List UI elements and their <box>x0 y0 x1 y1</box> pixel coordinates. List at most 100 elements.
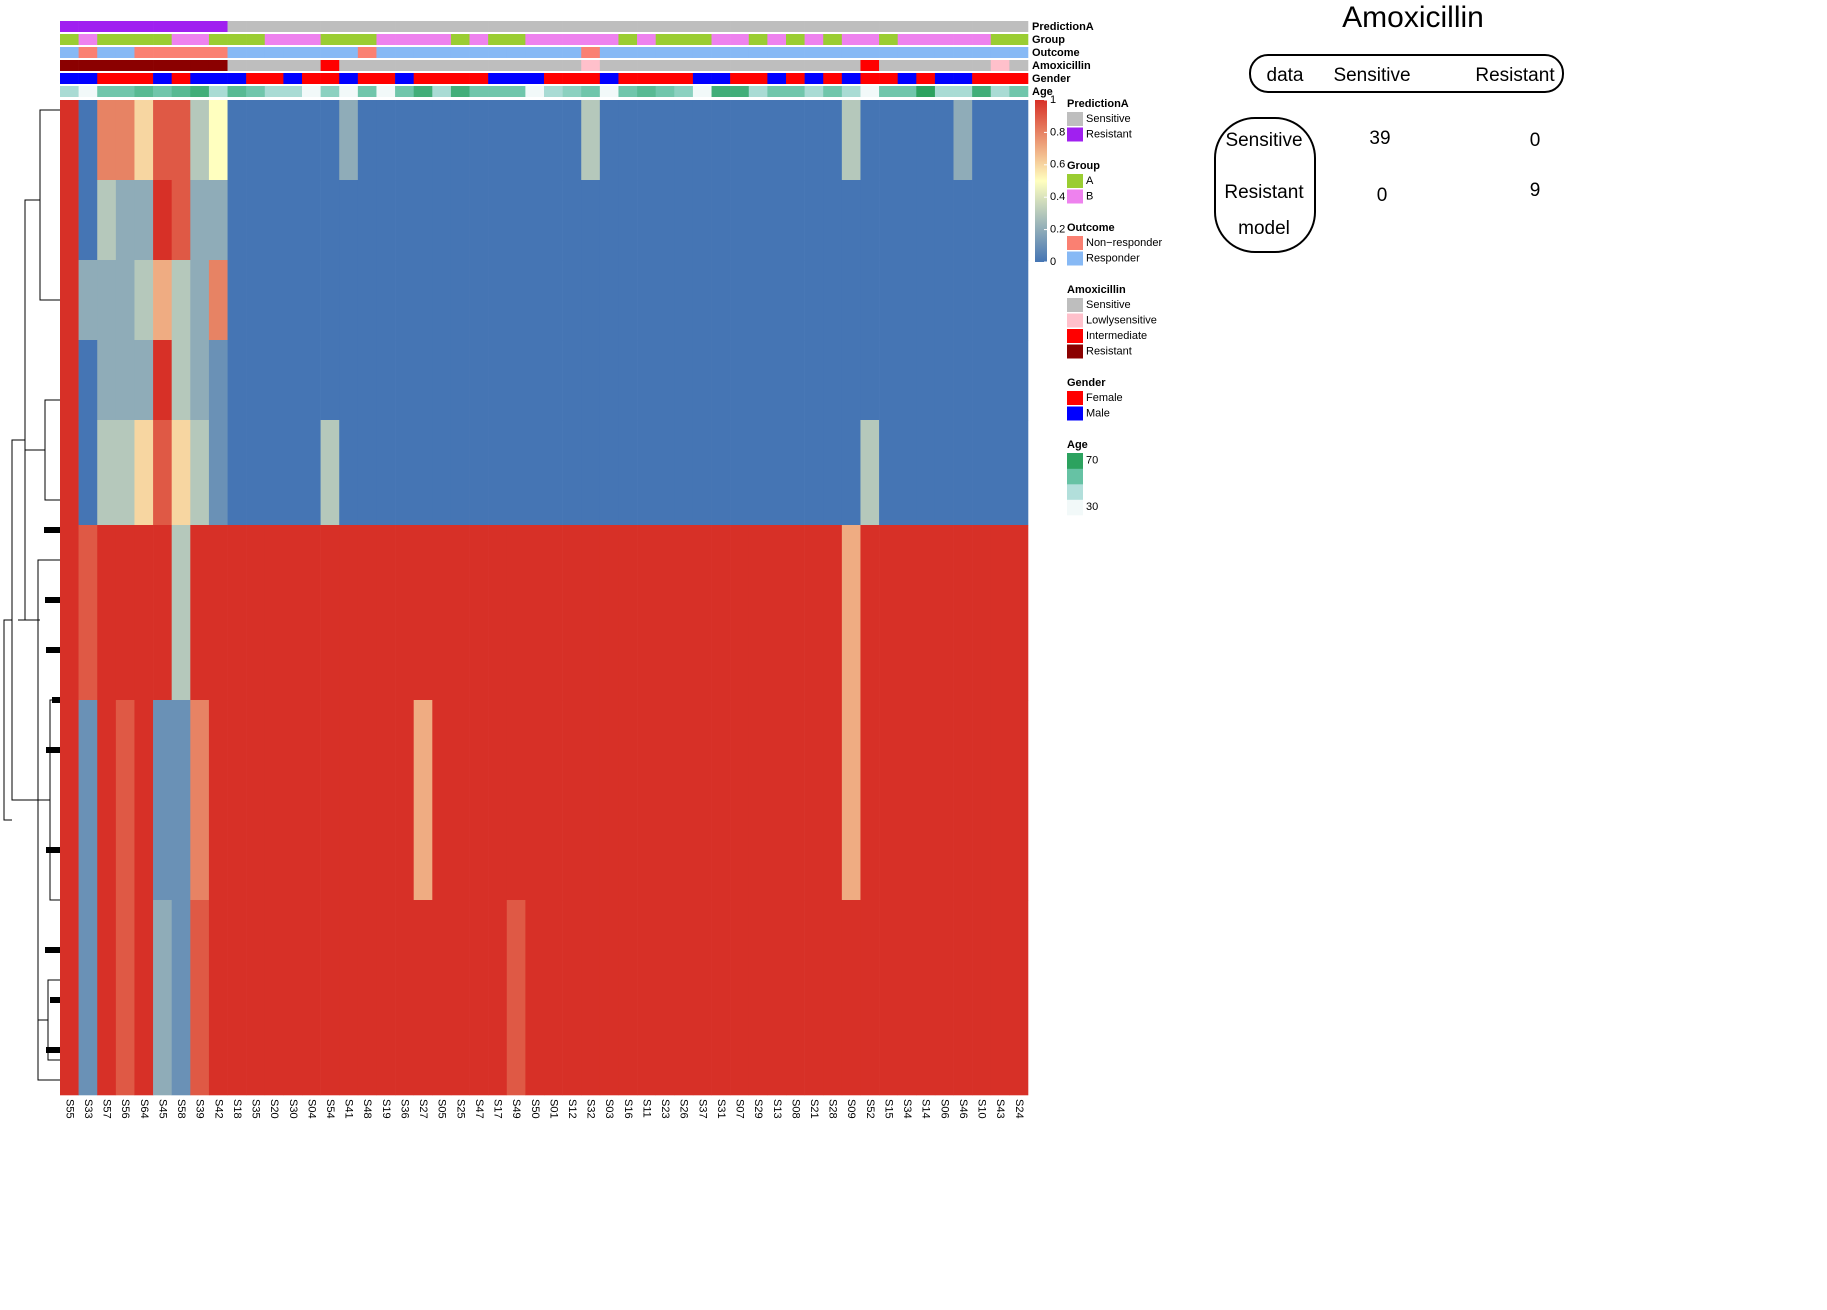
heat-cell <box>246 525 266 701</box>
heat-cell <box>581 100 601 181</box>
legend-title: Group <box>1067 160 1100 172</box>
track-cell <box>990 34 1010 45</box>
track-cell <box>190 86 210 97</box>
track-cell <box>599 21 619 32</box>
track-label: Group <box>1032 34 1065 46</box>
track-cell <box>525 34 545 45</box>
heat-cell <box>227 700 247 901</box>
track-cell <box>339 34 359 45</box>
heat-cell <box>767 340 787 421</box>
heat-cell <box>879 260 898 341</box>
heat-cell <box>190 100 210 181</box>
heat-cell <box>190 700 210 901</box>
track-cell <box>320 73 340 84</box>
legend-swatch <box>1067 112 1083 126</box>
heat-cell <box>97 100 117 181</box>
sample-label: S19 <box>380 1099 392 1119</box>
heat-cell <box>544 700 563 901</box>
track-cell <box>637 21 656 32</box>
heat-cell <box>692 260 712 341</box>
heat-cell <box>283 525 303 701</box>
heat-cell <box>115 900 135 1096</box>
sample-label: S11 <box>640 1099 652 1118</box>
legend-swatch <box>1067 453 1083 469</box>
track-cell <box>97 73 117 84</box>
heat-cell <box>153 900 172 1096</box>
heat-cell <box>618 340 638 421</box>
sample-label: S29 <box>752 1099 764 1119</box>
heat-cell <box>97 260 117 341</box>
track-cell <box>134 34 154 45</box>
sample-label: S24 <box>1013 1099 1025 1119</box>
heat-cell <box>674 260 694 341</box>
track-cell <box>115 21 135 32</box>
track-cell <box>450 21 470 32</box>
heat-cell <box>488 100 508 181</box>
sample-label: S50 <box>529 1099 541 1119</box>
heat-cell <box>450 340 470 421</box>
legend-title: Gender <box>1067 377 1106 389</box>
heat-cell <box>953 340 973 421</box>
heat-cell <box>730 340 750 421</box>
heat-cell <box>637 900 656 1096</box>
sample-label: S55 <box>63 1099 75 1119</box>
legend-label: Responder <box>1086 252 1140 264</box>
heat-cell <box>469 180 489 261</box>
heat-cell <box>208 180 228 261</box>
legend-swatch <box>1067 391 1083 405</box>
heat-cell <box>432 900 452 1096</box>
heat-cell <box>730 525 750 701</box>
heat-cell <box>953 525 973 701</box>
heat-cell <box>264 700 284 901</box>
heat-cell <box>953 900 973 1096</box>
heat-cell <box>972 900 992 1096</box>
heat-cell <box>450 525 470 701</box>
heat-cell <box>395 180 414 261</box>
track-cell <box>860 21 880 32</box>
heat-cell <box>748 180 768 261</box>
heat-cell <box>488 900 508 1096</box>
heat-cell <box>860 525 880 701</box>
track-cell <box>302 34 321 45</box>
heat-cell <box>246 700 266 901</box>
heat-cell <box>97 525 117 701</box>
track-cell <box>506 21 526 32</box>
track-cell <box>97 47 117 58</box>
heat-cell <box>711 420 731 526</box>
heat-cell <box>897 180 917 261</box>
track-cell <box>432 21 452 32</box>
track-cell <box>916 86 936 97</box>
heat-cell <box>339 525 359 701</box>
track-cell <box>450 86 470 97</box>
track-cell <box>376 34 396 45</box>
heat-cell <box>339 260 359 341</box>
track-cell <box>376 60 396 71</box>
track-cell <box>841 86 861 97</box>
legend-label: B <box>1086 190 1093 202</box>
colorbar-label: 0.2 <box>1050 224 1065 236</box>
heat-cell <box>506 420 526 526</box>
heat-cell <box>934 700 954 901</box>
track-cell <box>469 47 489 58</box>
heat-cell <box>1009 700 1029 901</box>
heat-cell <box>227 180 247 261</box>
sample-label: S48 <box>361 1099 373 1119</box>
sample-label: S12 <box>566 1099 578 1119</box>
heat-cell <box>748 340 768 421</box>
heat-cell <box>525 420 545 526</box>
heat-cell <box>134 700 154 901</box>
track-cell <box>897 86 917 97</box>
heat-cell <box>916 420 936 526</box>
heat-cell <box>823 525 843 701</box>
heat-cell <box>115 100 135 181</box>
row-label: Sensitive <box>1225 130 1302 151</box>
track-cell <box>972 60 992 71</box>
sample-label: S32 <box>585 1099 597 1119</box>
track-cell <box>990 73 1010 84</box>
heat-cell <box>655 100 675 181</box>
track-cell <box>302 47 321 58</box>
heat-cell <box>786 340 805 421</box>
sample-label: S39 <box>194 1099 206 1119</box>
heat-cell <box>804 340 824 421</box>
sample-label: S52 <box>864 1099 876 1119</box>
